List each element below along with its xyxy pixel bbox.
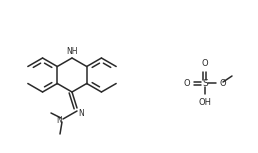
Text: S: S xyxy=(202,78,208,88)
Text: O: O xyxy=(220,78,227,88)
Text: N: N xyxy=(78,109,84,118)
Text: O: O xyxy=(183,78,190,88)
Text: OH: OH xyxy=(198,98,212,107)
Text: NH: NH xyxy=(66,47,78,56)
Text: O: O xyxy=(202,59,208,68)
Text: N: N xyxy=(56,116,62,125)
